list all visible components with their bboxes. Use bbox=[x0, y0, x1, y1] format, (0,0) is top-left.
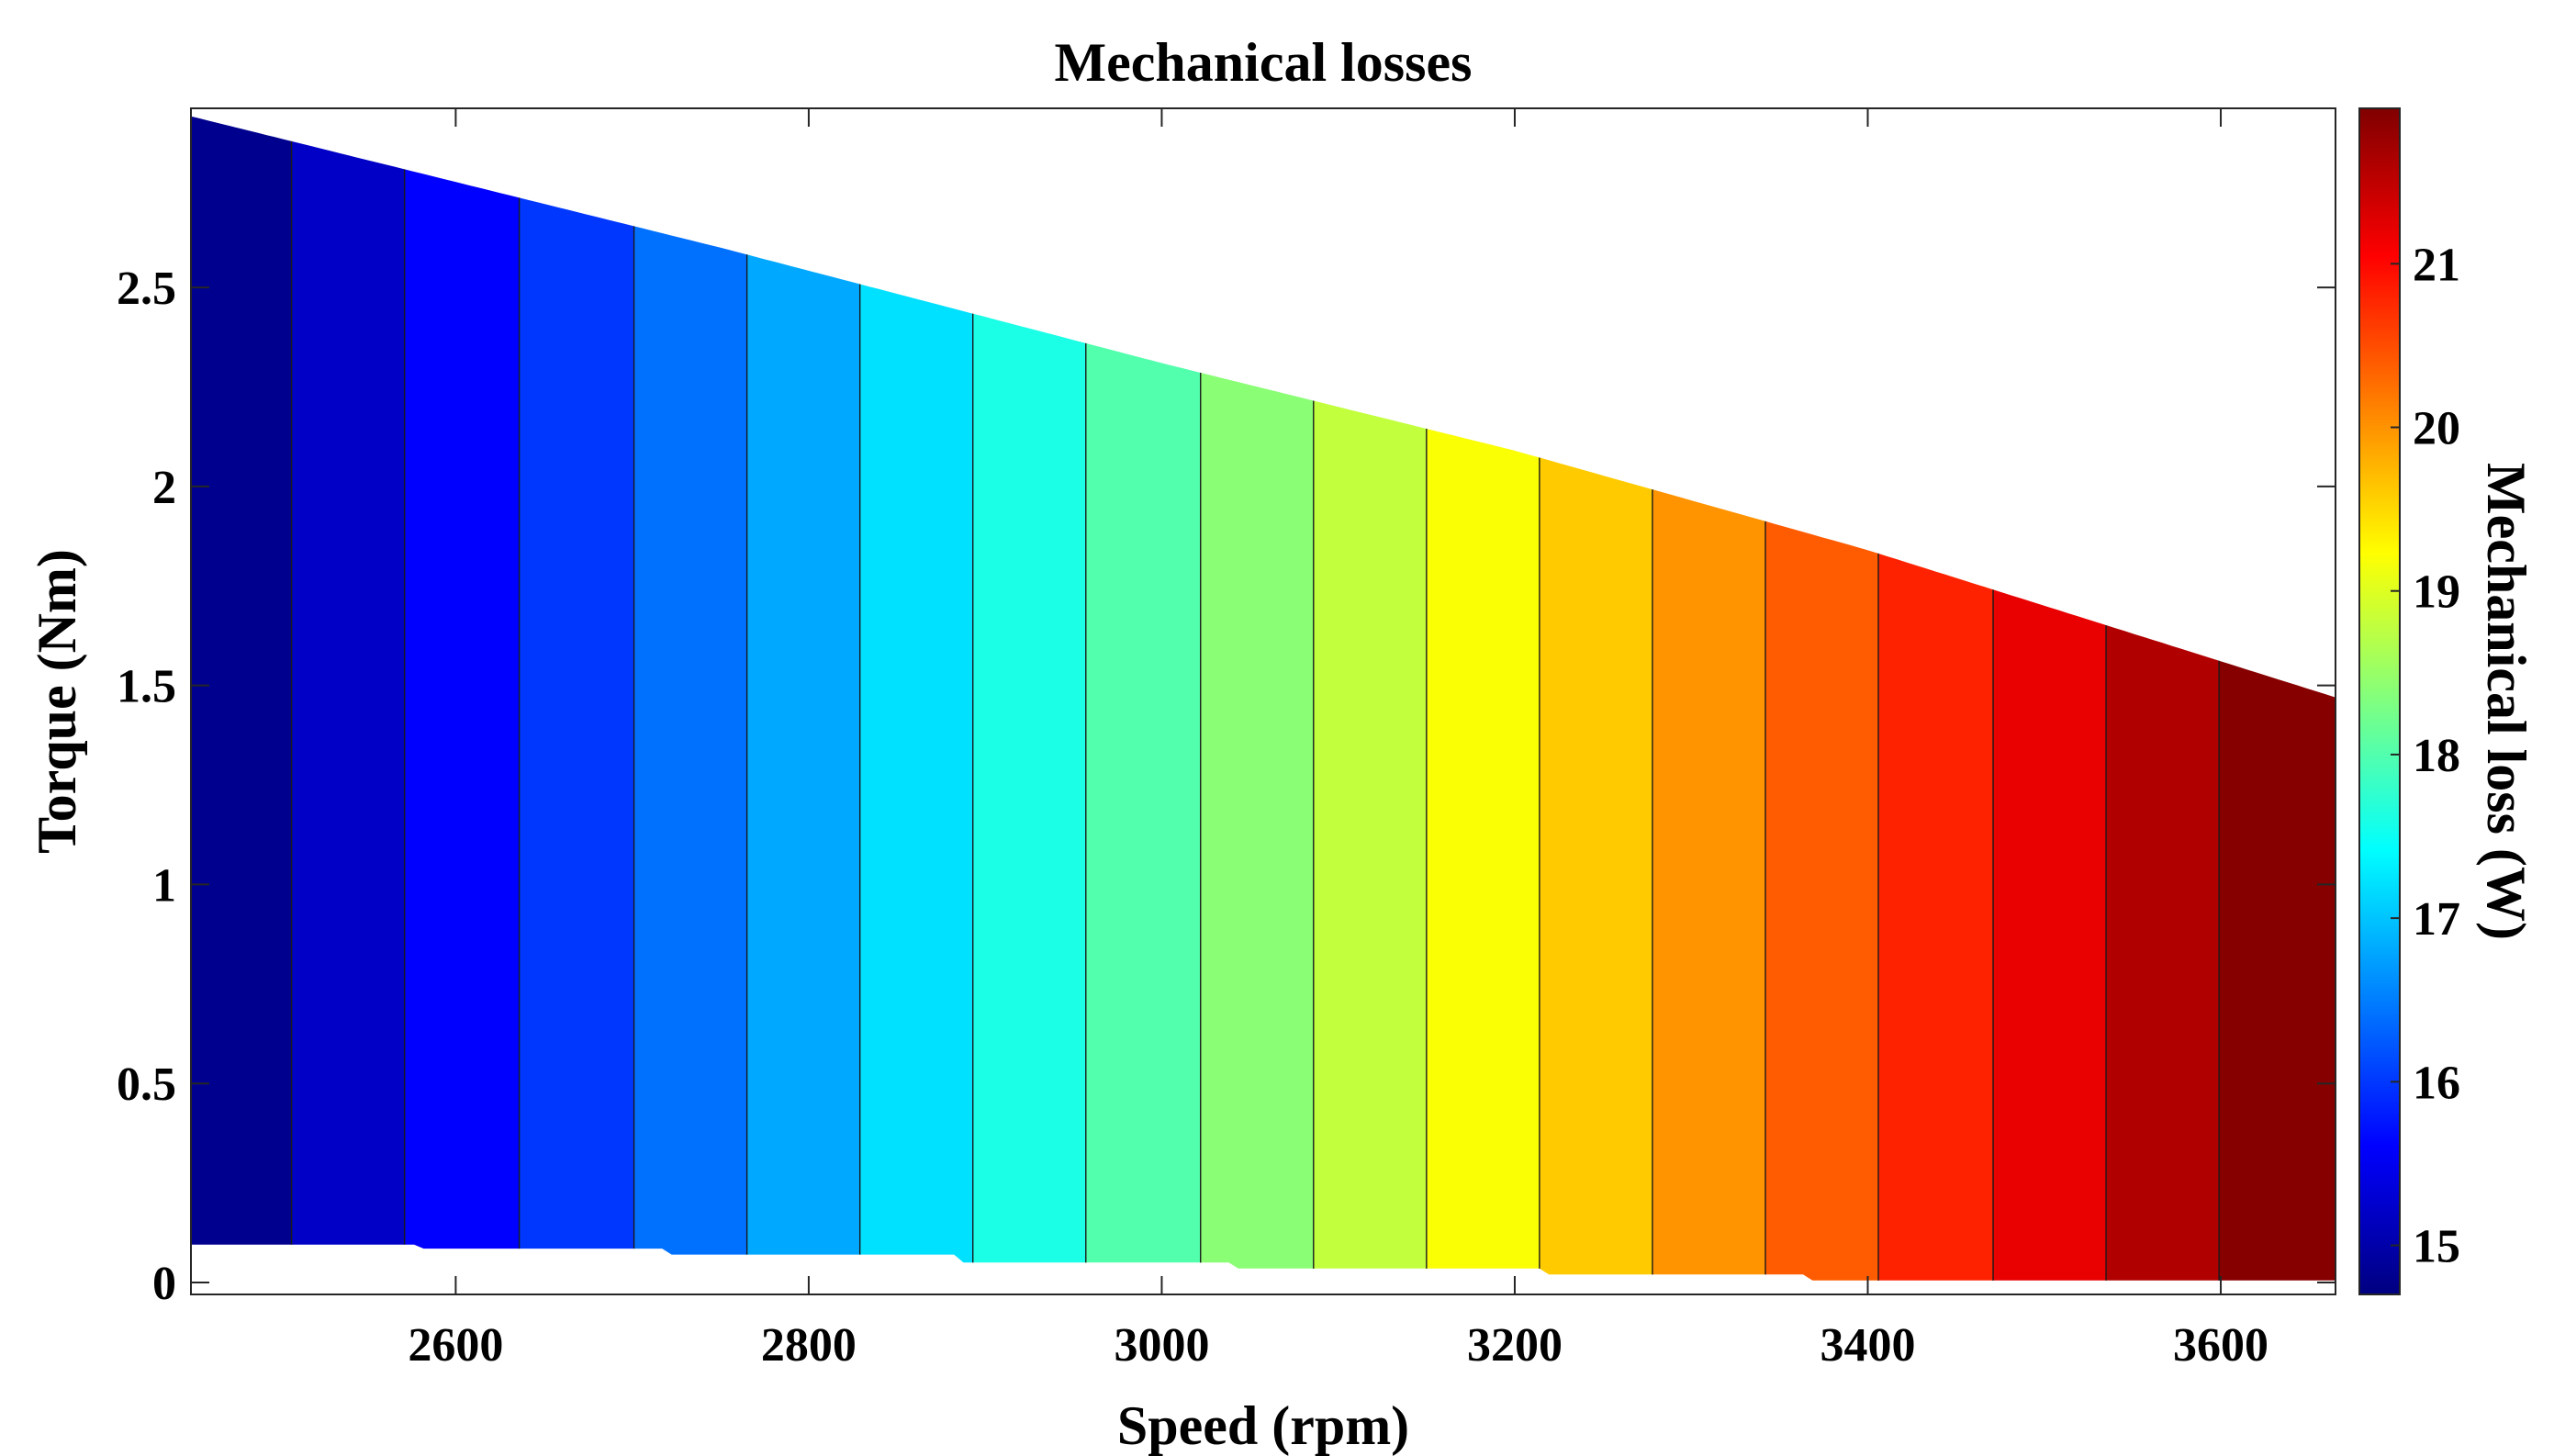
contour-band bbox=[972, 313, 1086, 1263]
contour-band bbox=[1652, 489, 1765, 1275]
x-tick-label: 3400 bbox=[1820, 1319, 1916, 1372]
contour-band bbox=[1313, 400, 1427, 1269]
colorbar-ticks: 15 16 17 18 19 20 21 bbox=[2391, 239, 2460, 1273]
contour-band bbox=[633, 226, 747, 1255]
colorbar-tick-label: 19 bbox=[2413, 566, 2460, 619]
y-tick-label: 1.5 bbox=[117, 661, 176, 713]
x-tick-label: 3000 bbox=[1114, 1319, 1209, 1372]
chart-title: Mechanical losses bbox=[1055, 32, 1473, 93]
contour-band bbox=[291, 140, 405, 1245]
colorbar-label: Mechanical loss (W) bbox=[2476, 463, 2537, 940]
colorbar-tick-label: 18 bbox=[2413, 730, 2460, 782]
colorbar-gradient bbox=[2358, 107, 2401, 1295]
contour-band bbox=[1765, 521, 1878, 1281]
contour-band bbox=[859, 284, 973, 1263]
contour-band bbox=[746, 254, 860, 1255]
contour-band bbox=[2106, 625, 2220, 1281]
colorbar-tick-label: 21 bbox=[2413, 239, 2460, 291]
y-tick-label: 0 bbox=[152, 1258, 176, 1310]
contour-band bbox=[191, 116, 292, 1245]
contour-band bbox=[1993, 589, 2107, 1281]
x-tick-label: 3200 bbox=[1467, 1319, 1563, 1372]
colorbar-tick-label: 15 bbox=[2413, 1221, 2460, 1273]
contour-band bbox=[1878, 553, 1993, 1281]
y-axis-label: Torque (Nm) bbox=[27, 549, 87, 854]
y-tick-label: 1 bbox=[152, 859, 176, 912]
x-axis: 2600 2800 3000 3200 3400 3600 bbox=[408, 108, 2268, 1372]
colorbar-tick-label: 17 bbox=[2413, 893, 2460, 946]
contour-band bbox=[1426, 429, 1540, 1269]
plot-area-frame bbox=[190, 107, 2336, 1295]
contour-bands bbox=[191, 116, 2336, 1281]
contour-band bbox=[1539, 457, 1652, 1275]
y-tick-label: 2.5 bbox=[117, 263, 176, 315]
colorbar-tick-label: 20 bbox=[2413, 403, 2460, 455]
x-tick-label: 2800 bbox=[761, 1319, 857, 1372]
contour-band bbox=[404, 169, 520, 1249]
colorbar-tick-label: 16 bbox=[2413, 1057, 2460, 1109]
x-axis-label: Speed (rpm) bbox=[1117, 1395, 1409, 1456]
y-tick-label: 0.5 bbox=[117, 1058, 176, 1111]
contour-band bbox=[519, 197, 634, 1249]
contour-band bbox=[1200, 373, 1314, 1269]
colorbar: 15 16 17 18 19 20 21 Mechanical loss (W) bbox=[2358, 107, 2537, 1295]
contour-band bbox=[1085, 342, 1201, 1263]
x-tick-label: 3600 bbox=[2173, 1319, 2268, 1372]
contour-band bbox=[2219, 660, 2336, 1281]
x-tick-label: 2600 bbox=[408, 1319, 503, 1372]
y-axis: 0 0.5 1 1.5 2 2.5 bbox=[117, 263, 2336, 1310]
y-tick-label: 2 bbox=[152, 462, 176, 514]
